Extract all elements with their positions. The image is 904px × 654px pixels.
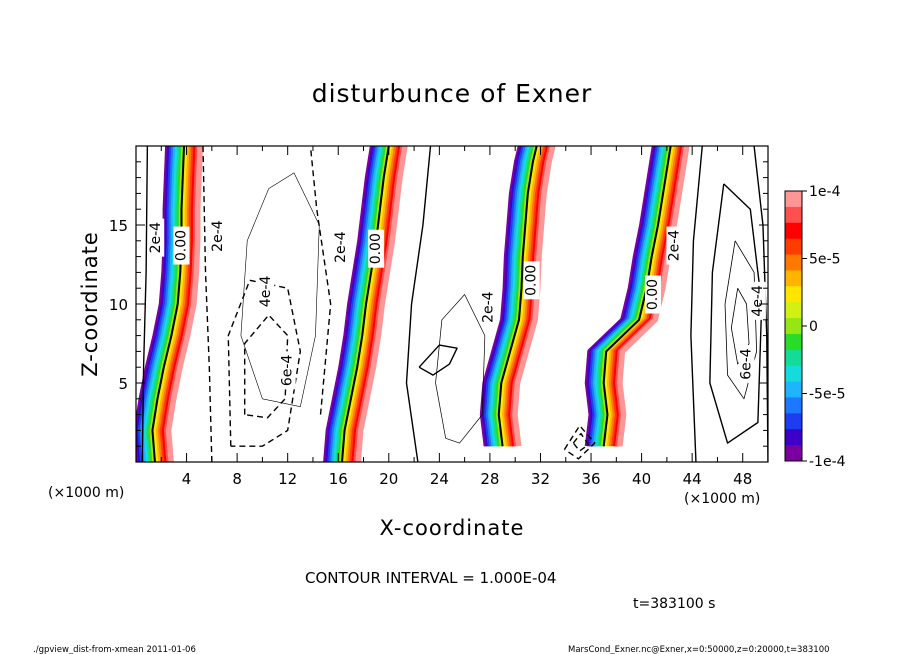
contour-line bbox=[244, 314, 289, 419]
contour-label-bg bbox=[666, 226, 683, 265]
x-tick-label: 24 bbox=[430, 470, 449, 488]
time-text: t=383100 s bbox=[633, 596, 715, 612]
colorbar-swatch bbox=[785, 381, 802, 398]
contour-label-bg bbox=[368, 229, 385, 268]
colorbar-tick-label: -5e-5 bbox=[809, 387, 846, 403]
plot-area: 2e-4 0.00 2e-4 4e-4 6e-4 2e-4 0.00 2e-4 0.00 0.00… bbox=[135, 145, 769, 463]
y-tick-label: 5 bbox=[118, 375, 128, 393]
contour-line bbox=[202, 146, 213, 462]
y-unit-label: (×1000 m) bbox=[48, 485, 124, 501]
contour-label-bg bbox=[279, 351, 296, 390]
footer-left: ./gpview_dist-from-xmean 2011-01-06 bbox=[33, 645, 196, 654]
contour-label-bg bbox=[738, 345, 755, 384]
x-tick-label: 4 bbox=[182, 470, 192, 488]
colorbar-swatch bbox=[785, 429, 802, 446]
contour-label-bg bbox=[644, 275, 661, 314]
zero-contour-line bbox=[341, 146, 390, 462]
chart-title: disturbunce of Exner bbox=[312, 79, 593, 108]
footer-right: MarsCond_Exner.nc@Exner,x=0:50000,z=0:20… bbox=[568, 645, 830, 654]
contour-line bbox=[709, 183, 763, 444]
y-axis: 5 10 15 bbox=[109, 161, 768, 447]
contour-label: 0.00 bbox=[174, 230, 190, 261]
contour-label: 6e-4 bbox=[739, 348, 755, 380]
colorbar: 1e-4 5e-5 0 -5e-5 -1e-4 bbox=[784, 184, 846, 470]
x-tick-label: 48 bbox=[733, 470, 752, 488]
colorbar-swatch bbox=[785, 191, 802, 208]
colorbar-swatch bbox=[785, 349, 802, 367]
contour-label: 0.00 bbox=[524, 265, 540, 296]
contour-label: 2e-4 bbox=[210, 220, 226, 252]
contour-line bbox=[240, 172, 320, 408]
contour-label-bg bbox=[332, 228, 349, 267]
colorbar-swatch bbox=[785, 286, 802, 303]
colorbar-swatch bbox=[785, 333, 802, 351]
contour-label: 4e-4 bbox=[258, 276, 274, 308]
colorbar-swatch bbox=[785, 270, 802, 287]
band-1-color-16 bbox=[355, 146, 408, 462]
contour-interval-text: CONTOUR INTERVAL = 1.000E-04 bbox=[305, 569, 556, 587]
contour-line bbox=[724, 240, 758, 400]
colorbar-swatch bbox=[785, 254, 802, 271]
contour-label-bg bbox=[210, 217, 227, 256]
colorbar-swatch bbox=[785, 206, 802, 224]
colorbar-tick-label: 5e-5 bbox=[809, 252, 840, 268]
x-axis: 4 8 12 16 20 24 28 32 36 40 44 48 bbox=[160, 146, 752, 488]
contour-label: 6e-4 bbox=[280, 355, 296, 387]
contour-label: 2e-4 bbox=[148, 222, 164, 254]
contour-line bbox=[572, 432, 590, 452]
contour-lines bbox=[141, 146, 768, 462]
colorbar-swatch bbox=[785, 222, 802, 240]
contour-label: 2e-4 bbox=[481, 291, 497, 323]
contour-label-bg bbox=[480, 288, 497, 327]
x-tick-label: 12 bbox=[278, 470, 297, 488]
x-tick-label: 28 bbox=[480, 470, 499, 488]
y-tick-label: 15 bbox=[109, 217, 128, 235]
contour-label-bg bbox=[258, 272, 275, 311]
x-axis-label: X-coordinate bbox=[380, 516, 525, 540]
contour-line bbox=[309, 146, 332, 415]
contour-labels: 2e-4 0.00 2e-4 4e-4 6e-4 2e-4 0.00 2e-4 0.00 0.00… bbox=[148, 217, 766, 390]
x-tick-label: 40 bbox=[632, 470, 651, 488]
contour-line bbox=[405, 146, 432, 462]
x-tick-label: 20 bbox=[379, 470, 398, 488]
band-3-color-16 bbox=[617, 146, 690, 447]
contour-label: 2e-4 bbox=[666, 230, 682, 262]
contour-label: 4e-4 bbox=[750, 285, 766, 317]
zero-contour-line bbox=[151, 146, 186, 462]
colorbar-tick-label: 1e-4 bbox=[809, 184, 841, 200]
contour-label: 0.00 bbox=[368, 233, 384, 264]
colorbar-swatch bbox=[785, 365, 802, 383]
contour-label: 2e-4 bbox=[333, 231, 349, 263]
contour-label-bg bbox=[749, 281, 766, 320]
contour-line bbox=[418, 344, 458, 376]
colorbar-tick-label: -1e-4 bbox=[809, 454, 846, 470]
x-tick-label: 36 bbox=[581, 470, 600, 488]
x-tick-label: 44 bbox=[683, 470, 702, 488]
colorbar-swatch bbox=[785, 445, 802, 462]
x-tick-label: 8 bbox=[232, 470, 242, 488]
contour-line bbox=[141, 146, 149, 462]
zero-contour-line bbox=[497, 146, 538, 447]
contour-label: 0.00 bbox=[645, 279, 661, 310]
colorbar-swatch bbox=[785, 397, 802, 414]
contour-label-bg bbox=[148, 218, 165, 257]
contour-line bbox=[690, 146, 703, 462]
colorbar-swatch bbox=[785, 238, 802, 256]
colorbar-swatch bbox=[785, 318, 802, 335]
y-axis-label: Z-coordinate bbox=[78, 231, 102, 377]
contour-line bbox=[227, 279, 302, 447]
contour-label-bg bbox=[523, 261, 540, 300]
colorbar-tick-label: 0 bbox=[809, 319, 818, 335]
y-tick-label: 10 bbox=[109, 296, 128, 314]
x-tick-label: 16 bbox=[329, 470, 348, 488]
x-tick-label: 32 bbox=[531, 470, 550, 488]
colorbar-swatch bbox=[785, 413, 802, 430]
contour-label-bg bbox=[173, 226, 190, 265]
band-0-color-16 bbox=[165, 146, 203, 462]
x-unit-label: (×1000 m) bbox=[684, 491, 760, 507]
contour-line bbox=[563, 424, 596, 460]
colorbar-swatch bbox=[785, 302, 802, 319]
